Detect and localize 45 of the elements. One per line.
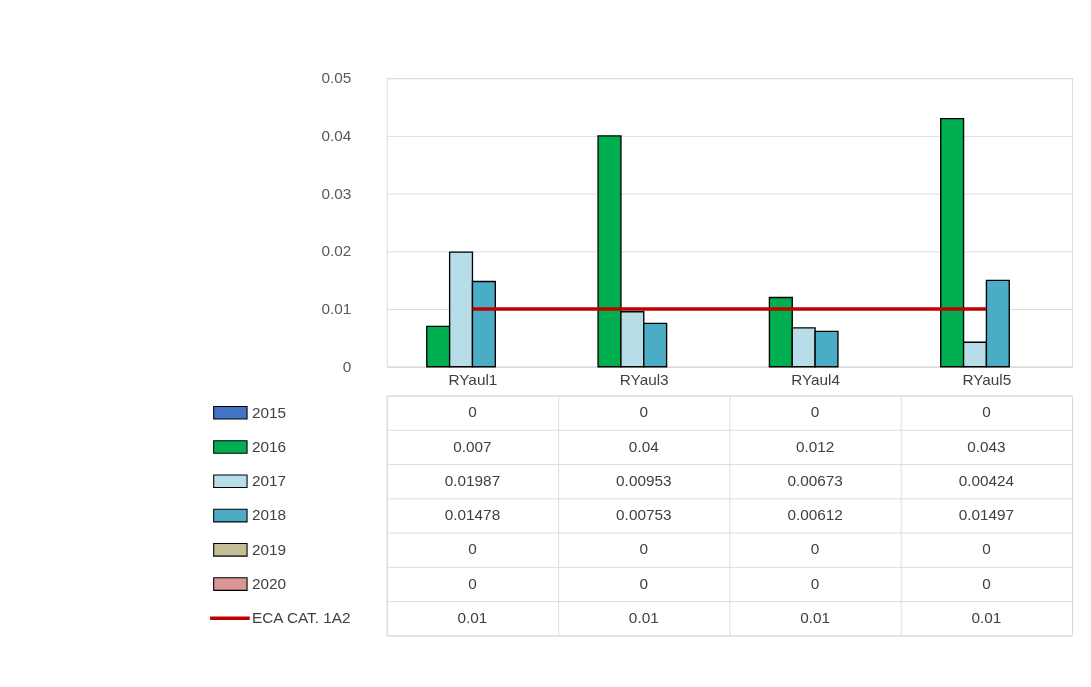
data-label: 0.00673: [787, 471, 843, 489]
y-tick-label: 0.05: [321, 69, 352, 87]
x-tick-label: RYaul4: [791, 371, 841, 389]
data-label: 0: [810, 574, 820, 592]
data-label: 0: [982, 540, 991, 558]
x-tick-label: RYaul5: [962, 371, 1012, 389]
data-label: 0.00753: [616, 506, 672, 524]
data-label: 0.007: [453, 437, 492, 455]
data-label: 0.01: [457, 608, 488, 626]
y-tick-label: 0: [342, 357, 352, 375]
data-label: 0: [468, 540, 477, 558]
legend-label: ECA CAT. 1A2: [252, 609, 351, 627]
x-tick-label: RYaul3: [619, 371, 669, 389]
data-label: 0.01987: [444, 471, 501, 489]
data-label: 0: [810, 540, 820, 558]
data-label: 0.012: [795, 437, 835, 455]
data-label: 0.00612: [787, 506, 843, 524]
data-label: 0: [639, 540, 649, 558]
data-label: 0: [639, 403, 649, 421]
data-label: 0: [982, 403, 991, 421]
legend-label: 2020: [252, 575, 287, 593]
legend-label: 2015: [252, 403, 287, 421]
data-label: 0.00424: [958, 471, 1015, 489]
legend-label: 2017: [252, 472, 287, 490]
data-label: 0.00953: [616, 471, 672, 489]
y-tick-label: 0.03: [321, 184, 352, 202]
y-tick-label: 0.01: [321, 300, 352, 318]
data-label: 0: [468, 574, 477, 592]
data-label: 0: [468, 403, 477, 421]
x-tick-label: RYaul1: [448, 371, 498, 389]
legend-label: 2016: [252, 437, 287, 455]
data-label: 0.04: [628, 437, 660, 455]
data-label: 0: [639, 574, 649, 592]
data-label: 0: [810, 403, 820, 421]
data-label: 0.043: [967, 437, 1006, 455]
legend-label: 2018: [252, 506, 287, 524]
data-label: 0.01478: [444, 506, 501, 524]
y-tick-label: 0.02: [321, 242, 352, 260]
data-label: 0: [982, 574, 991, 592]
data-label: 0.01: [971, 608, 1002, 626]
data-label: 0.01497: [958, 506, 1015, 524]
legend-label: 2019: [252, 540, 287, 558]
data-label: 0.01: [628, 608, 659, 626]
y-tick-label: 0.04: [321, 126, 352, 144]
data-label: 0.01: [800, 608, 830, 626]
